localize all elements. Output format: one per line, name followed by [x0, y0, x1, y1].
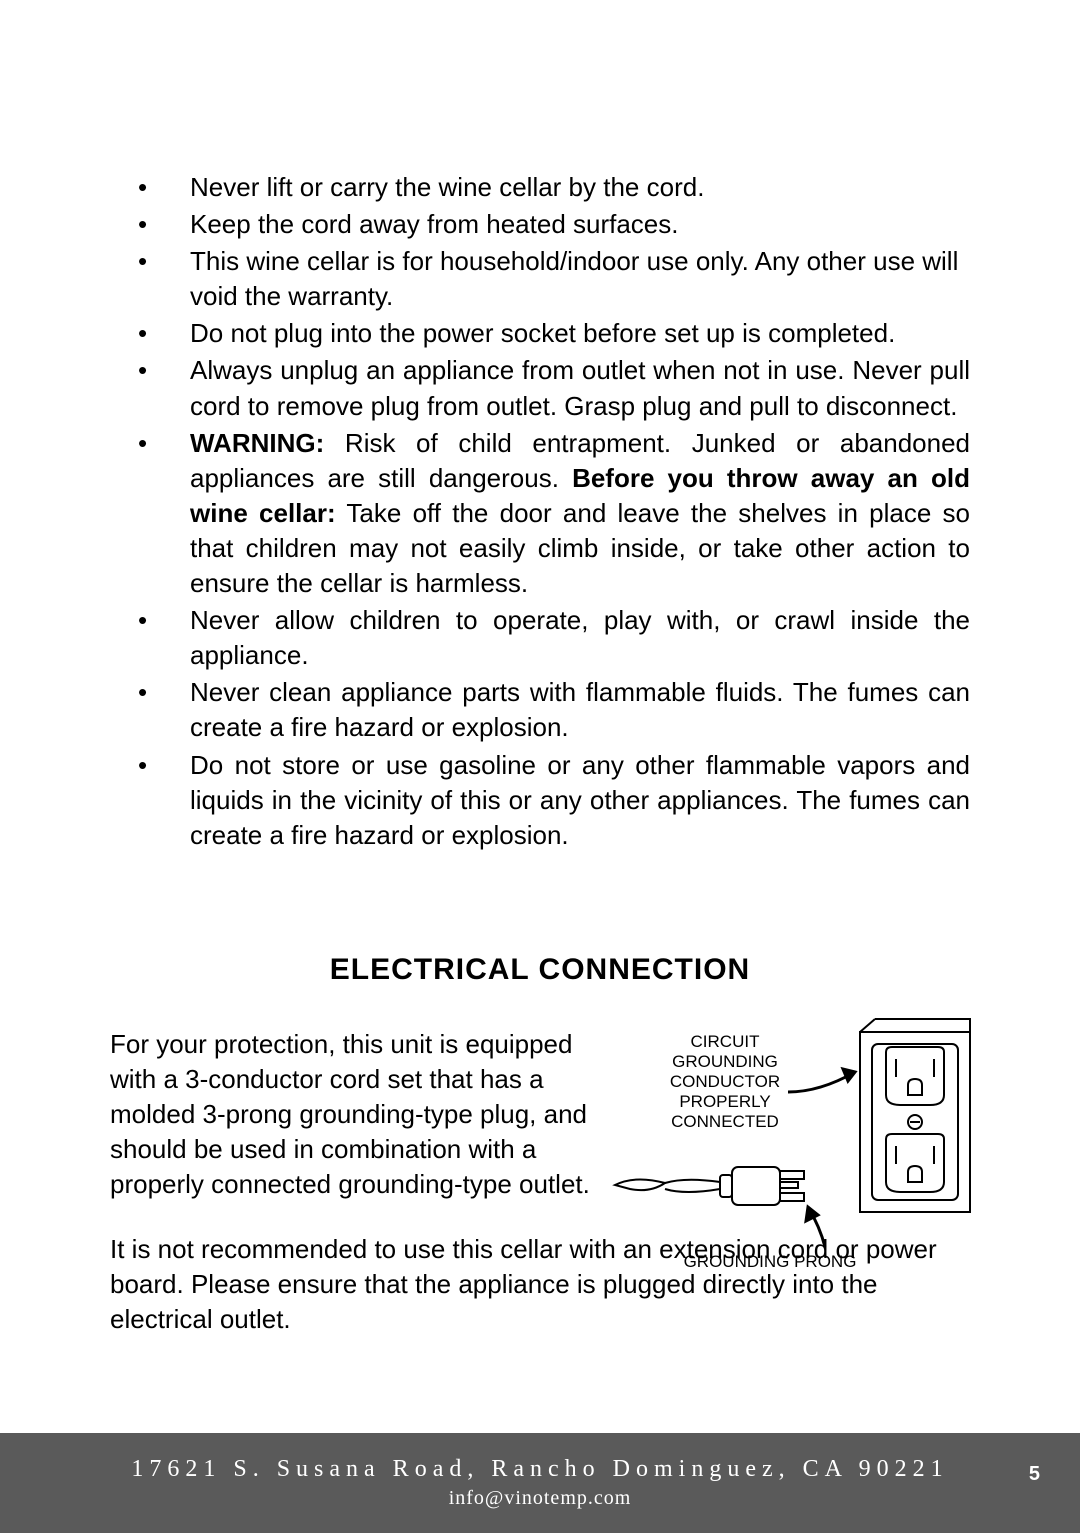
- diagram-label-line: CIRCUIT: [691, 1032, 760, 1051]
- safety-bullet: WARNING: Risk of child entrapment. Junke…: [110, 426, 970, 601]
- electrical-paragraph-1: For your protection, this unit is equipp…: [110, 1027, 590, 1202]
- page-body: Never lift or carry the wine cellar by t…: [0, 0, 1080, 1338]
- diagram-label-line: PROPERLY: [679, 1092, 770, 1111]
- diagram-label-line: CONDUCTOR: [670, 1072, 780, 1091]
- safety-bullet: Keep the cord away from heated surfaces.: [110, 207, 970, 242]
- safety-bullet: Do not store or use gasoline or any othe…: [110, 748, 970, 853]
- page-footer: 17621 S. Susana Road, Rancho Dominguez, …: [0, 1433, 1080, 1533]
- safety-bullet: Do not plug into the power socket before…: [110, 316, 970, 351]
- footer-page-number: 5: [1029, 1463, 1040, 1486]
- safety-bullet: This wine cellar is for household/indoor…: [110, 244, 970, 314]
- footer-email: info@vinotemp.com: [449, 1487, 632, 1510]
- footer-address: 17621 S. Susana Road, Rancho Dominguez, …: [131, 1456, 948, 1483]
- safety-bullet: Never lift or carry the wine cellar by t…: [110, 170, 970, 205]
- safety-bullet: Always unplug an appliance from outlet w…: [110, 353, 970, 423]
- safety-bullet: Never allow children to operate, play wi…: [110, 603, 970, 673]
- grounding-diagram: CIRCUIT GROUNDING CONDUCTOR PROPERLY CON…: [610, 1017, 980, 1297]
- diagram-label-line: CONNECTED: [671, 1112, 779, 1131]
- section-title-electrical: ELECTRICAL CONNECTION: [110, 953, 970, 987]
- safety-list: Never lift or carry the wine cellar by t…: [110, 170, 970, 853]
- diagram-label-bottom: GROUNDING PRONG: [684, 1252, 857, 1271]
- safety-bullet: Never clean appliance parts with flammab…: [110, 675, 970, 745]
- electrical-section: For your protection, this unit is equipp…: [110, 1027, 970, 1338]
- diagram-label-line: GROUNDING: [672, 1052, 778, 1071]
